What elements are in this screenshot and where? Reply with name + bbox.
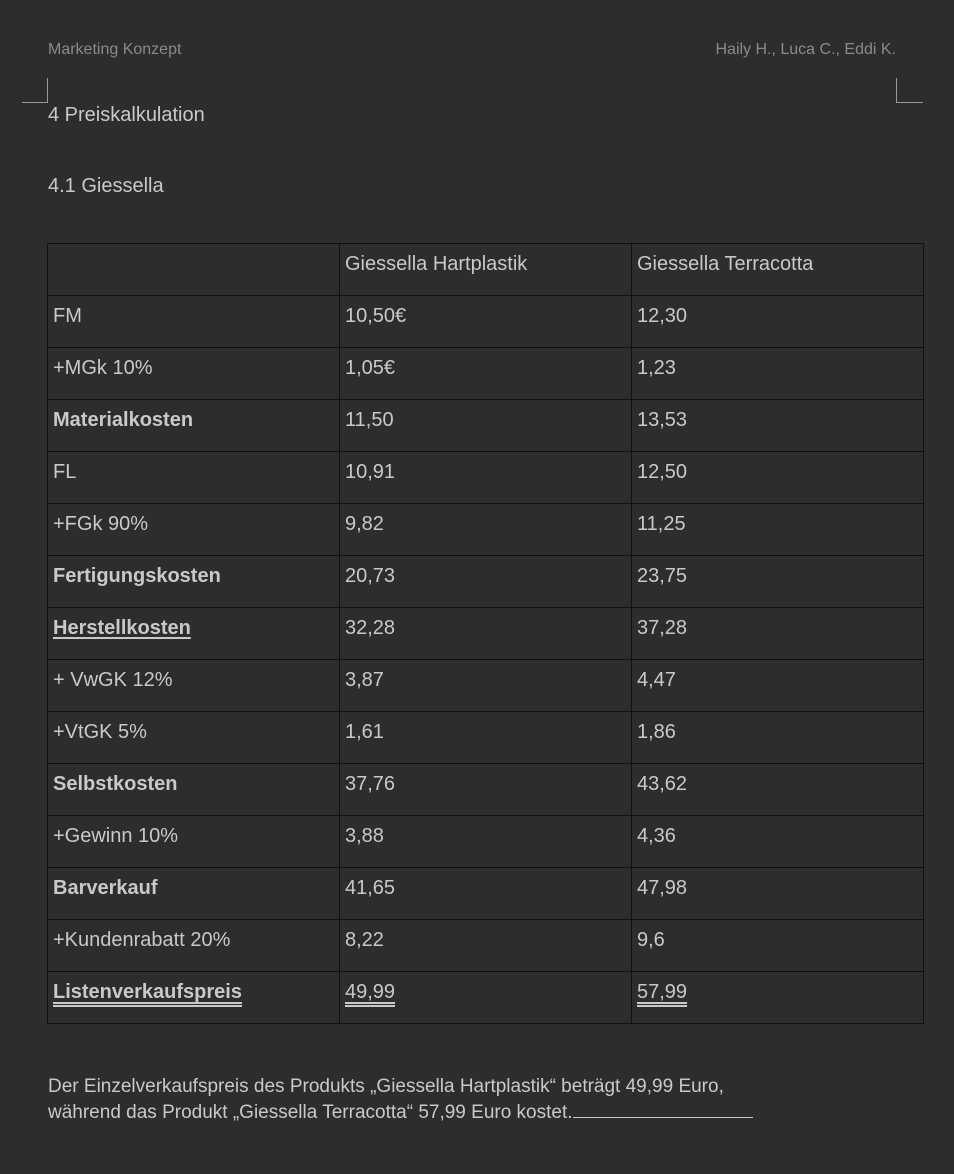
value-hartplastik: 10,91: [339, 451, 632, 504]
value-hartplastik: 20,73: [339, 555, 632, 608]
row-label: FL: [47, 451, 340, 504]
row-label: Herstellkosten: [47, 607, 340, 660]
row-label: FM: [47, 295, 340, 348]
value-hartplastik: 9,82: [339, 503, 632, 556]
row-label: +FGk 90%: [47, 503, 340, 556]
value-terracotta: 9,6: [631, 919, 924, 972]
value-terracotta: 12,30: [631, 295, 924, 348]
value-terracotta: 13,53: [631, 399, 924, 452]
table-row: Herstellkosten 32,28 37,28: [47, 607, 924, 660]
table-row: Listenverkaufspreis 49,99 57,99: [47, 971, 924, 1024]
value-terracotta: 1,23: [631, 347, 924, 400]
row-label: Selbstkosten: [47, 763, 340, 816]
summary-line-1: Der Einzelverkaufspreis des Produkts „Gi…: [48, 1076, 724, 1097]
fill-in-blank-line: [572, 1099, 753, 1118]
header-cell-terracotta: Giessella Terracotta: [631, 243, 924, 296]
value-hartplastik: 11,50: [339, 399, 632, 452]
value-terracotta: 1,86: [631, 711, 924, 764]
row-label: Listenverkaufspreis: [47, 971, 340, 1024]
header-cell-hartplastik: Giessella Hartplastik: [339, 243, 632, 296]
value-hartplastik: 10,50€: [339, 295, 632, 348]
table-row: Fertigungskosten 20,73 23,75: [47, 555, 924, 608]
value-terracotta: 43,62: [631, 763, 924, 816]
value-terracotta: 4,47: [631, 659, 924, 712]
value-hartplastik: 1,05€: [339, 347, 632, 400]
value-terracotta: 37,28: [631, 607, 924, 660]
row-label: +Kundenrabatt 20%: [47, 919, 340, 972]
margin-corner-mark-left: [22, 78, 48, 103]
value-hartplastik: 32,28: [339, 607, 632, 660]
value-terracotta: 57,99: [631, 971, 924, 1024]
row-label: +MGk 10%: [47, 347, 340, 400]
value-hartplastik: 3,88: [339, 815, 632, 868]
value-terracotta: 12,50: [631, 451, 924, 504]
value-hartplastik: 1,61: [339, 711, 632, 764]
table-row: + VwGK 12% 3,87 4,47: [47, 659, 924, 712]
row-label: Barverkauf: [47, 867, 340, 920]
table-row: FM 10,50€ 12,30: [47, 295, 924, 348]
section-heading: 4 Preiskalkulation: [48, 104, 205, 126]
margin-corner-mark-right: [896, 78, 923, 103]
table-row: Barverkauf 41,65 47,98: [47, 867, 924, 920]
value-terracotta: 11,25: [631, 503, 924, 556]
value-hartplastik: 41,65: [339, 867, 632, 920]
row-label: +Gewinn 10%: [47, 815, 340, 868]
table-row: FL 10,91 12,50: [47, 451, 924, 504]
subsection-heading: 4.1 Giessella: [48, 175, 164, 197]
value-hartplastik: 8,22: [339, 919, 632, 972]
value-terracotta: 23,75: [631, 555, 924, 608]
summary-line-2: während das Produkt „Giessella Terracott…: [48, 1102, 573, 1123]
row-label: + VwGK 12%: [47, 659, 340, 712]
value-terracotta: 47,98: [631, 867, 924, 920]
table-row: +Gewinn 10% 3,88 4,36: [47, 815, 924, 868]
table-row: Selbstkosten 37,76 43,62: [47, 763, 924, 816]
summary-paragraph: Der Einzelverkaufspreis des Produkts „Gi…: [48, 1075, 908, 1125]
row-label: +VtGK 5%: [47, 711, 340, 764]
value-hartplastik: 3,87: [339, 659, 632, 712]
price-calculation-table: Giessella Hartplastik Giessella Terracot…: [47, 243, 924, 1024]
table-row: +Kundenrabatt 20% 8,22 9,6: [47, 919, 924, 972]
table-row: +FGk 90% 9,82 11,25: [47, 503, 924, 556]
value-hartplastik: 49,99: [339, 971, 632, 1024]
table-row: +VtGK 5% 1,61 1,86: [47, 711, 924, 764]
table-row: +MGk 10% 1,05€ 1,23: [47, 347, 924, 400]
table-row: Materialkosten 11,50 13,53: [47, 399, 924, 452]
document-header-authors: Haily H., Luca C., Eddi K.: [715, 41, 896, 58]
table-header-row: Giessella Hartplastik Giessella Terracot…: [47, 243, 924, 296]
row-label: Fertigungskosten: [47, 555, 340, 608]
header-cell-empty: [47, 243, 340, 296]
row-label: Materialkosten: [47, 399, 340, 452]
value-hartplastik: 37,76: [339, 763, 632, 816]
document-header-title: Marketing Konzept: [48, 41, 182, 58]
value-terracotta: 4,36: [631, 815, 924, 868]
